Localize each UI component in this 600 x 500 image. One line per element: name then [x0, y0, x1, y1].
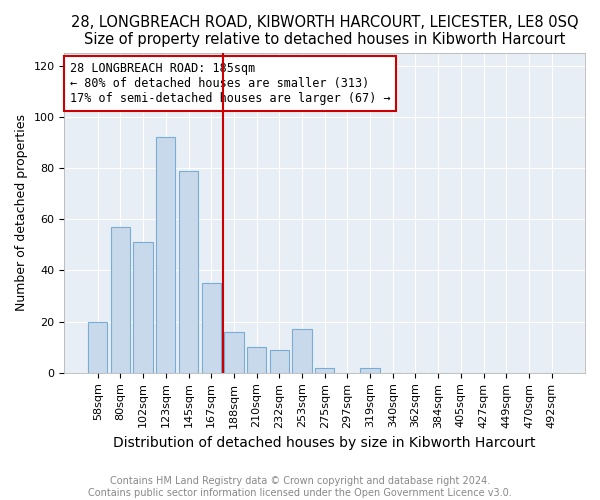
Bar — [247, 347, 266, 373]
Bar — [224, 332, 244, 373]
Title: 28, LONGBREACH ROAD, KIBWORTH HARCOURT, LEICESTER, LE8 0SQ
Size of property rela: 28, LONGBREACH ROAD, KIBWORTH HARCOURT, … — [71, 15, 578, 48]
Bar — [292, 330, 311, 373]
Text: Contains HM Land Registry data © Crown copyright and database right 2024.
Contai: Contains HM Land Registry data © Crown c… — [88, 476, 512, 498]
Bar — [269, 350, 289, 373]
Bar — [156, 137, 175, 373]
Y-axis label: Number of detached properties: Number of detached properties — [15, 114, 28, 312]
Bar — [133, 242, 153, 373]
Bar — [315, 368, 334, 373]
Bar — [202, 283, 221, 373]
Text: 28 LONGBREACH ROAD: 185sqm
← 80% of detached houses are smaller (313)
17% of sem: 28 LONGBREACH ROAD: 185sqm ← 80% of deta… — [70, 62, 390, 106]
X-axis label: Distribution of detached houses by size in Kibworth Harcourt: Distribution of detached houses by size … — [113, 436, 536, 450]
Bar — [179, 170, 198, 373]
Bar — [361, 368, 380, 373]
Bar — [88, 322, 107, 373]
Bar — [111, 227, 130, 373]
